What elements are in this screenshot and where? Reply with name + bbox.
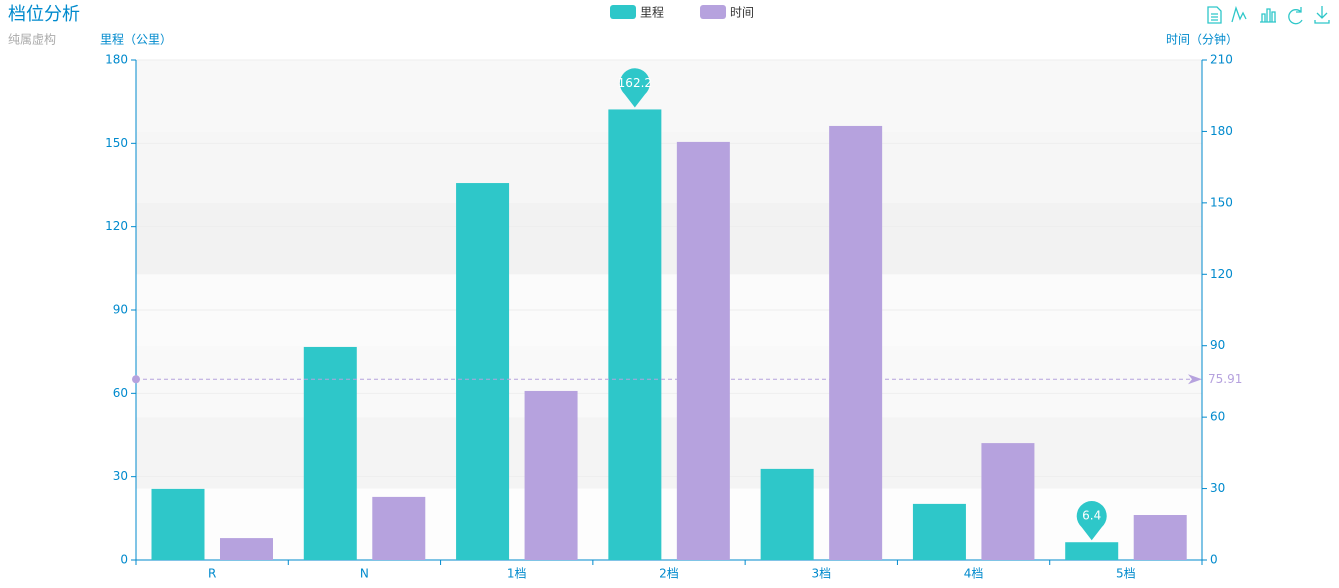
y-tick-label: 90 [113, 303, 128, 317]
restore-icon[interactable] [1288, 7, 1303, 25]
y2-tick-label: 0 [1210, 553, 1218, 567]
bar [1133, 515, 1187, 560]
chart-subtitle: 纯属虚构 [8, 32, 56, 47]
bar [151, 488, 205, 560]
mark-point [1076, 501, 1107, 541]
mark-point [619, 68, 650, 108]
split-area [136, 202, 1202, 275]
split-area [136, 60, 1202, 132]
mark-point-label: 162.2 [618, 76, 652, 90]
y2-tick-label: 60 [1210, 410, 1225, 424]
legend: 里程 时间 [610, 5, 754, 20]
bar [1065, 542, 1119, 560]
bar [220, 538, 273, 560]
bar [912, 503, 966, 560]
legend-swatch [610, 5, 636, 19]
y-tick-label: 150 [105, 136, 128, 150]
y2-tick-label: 30 [1210, 481, 1225, 495]
toolbox[interactable] [1207, 5, 1330, 25]
y2-tick-label: 210 [1210, 53, 1233, 67]
y-tick-label: 30 [113, 469, 128, 483]
bar-icon[interactable] [1260, 8, 1276, 23]
y-tick-label: 0 [120, 553, 128, 567]
split-area [136, 488, 1202, 560]
bar [981, 443, 1035, 560]
average-line-start [132, 375, 140, 384]
x-tick-label: 1档 [507, 567, 527, 581]
chart-title: 档位分析 [8, 4, 80, 25]
bar [372, 496, 426, 560]
bar [608, 109, 662, 560]
y-axis-name: 里程（公里） [100, 32, 172, 47]
bar [303, 346, 357, 560]
split-area [136, 345, 1202, 418]
legend-label: 里程 [640, 5, 664, 20]
y2-tick-label: 90 [1210, 338, 1225, 352]
y-tick-label: 120 [105, 219, 128, 233]
average-line-arrow [1188, 374, 1202, 385]
x-tick-label: 2档 [659, 567, 679, 581]
y2-tick-label: 180 [1210, 124, 1233, 138]
data-view-icon[interactable] [1207, 6, 1222, 24]
x-tick-label: 4档 [964, 567, 984, 581]
line-icon[interactable] [1231, 5, 1247, 23]
x-tick-label: 3档 [811, 567, 831, 581]
legend-label: 时间 [730, 6, 754, 20]
legend-swatch [700, 5, 727, 19]
y2-tick-label: 120 [1210, 267, 1233, 281]
y-tick-label: 180 [105, 53, 128, 67]
bar [456, 183, 510, 561]
x-tick-label: 5档 [1116, 567, 1136, 581]
y-tick-label: 60 [113, 386, 128, 400]
split-area [136, 417, 1202, 489]
split-area [136, 131, 1202, 203]
bar [760, 468, 814, 560]
bar [676, 141, 730, 560]
save-icon[interactable] [1314, 6, 1330, 24]
y2-axis-name: 时间（分钟） [1166, 32, 1238, 47]
y2-tick-label: 150 [1210, 195, 1233, 209]
x-tick-label: R [208, 567, 216, 581]
x-tick-label: N [360, 567, 369, 581]
mark-point-label: 6.4 [1082, 509, 1101, 523]
average-line-label: 75.91 [1208, 372, 1242, 386]
bar [829, 125, 883, 560]
bar [524, 390, 578, 560]
